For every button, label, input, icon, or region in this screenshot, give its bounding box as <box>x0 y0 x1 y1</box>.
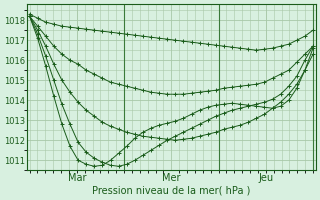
X-axis label: Pression niveau de la mer( hPa ): Pression niveau de la mer( hPa ) <box>92 186 251 196</box>
